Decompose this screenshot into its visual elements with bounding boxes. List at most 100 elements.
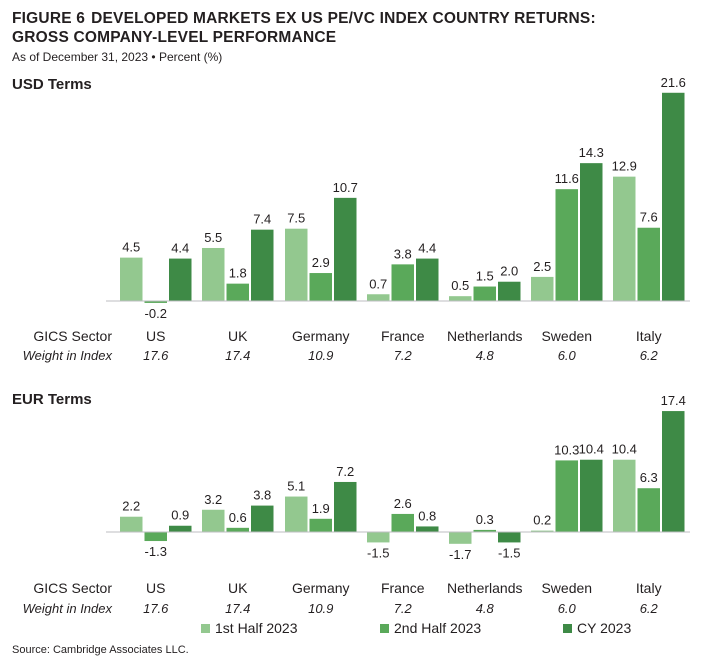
weight-label-eur-germany: 10.9 <box>308 601 333 616</box>
value-label-eur-cy-france: 0.8 <box>418 508 436 523</box>
weight-label-eur-france: 7.2 <box>394 601 413 616</box>
bar-eur-cy-us <box>169 525 192 532</box>
figure-title-line1: DEVELOPED MARKETS EX US PE/VC INDEX COUN… <box>91 10 596 27</box>
value-label-eur-half1-france: -1.5 <box>367 545 389 560</box>
value-label-usd-half1-france: 0.7 <box>369 276 387 291</box>
row-label-gics-usd: GICS Sector <box>33 328 112 344</box>
weight-label-usd-france: 7.2 <box>394 348 413 363</box>
value-label-usd-half2-sweden: 11.6 <box>555 171 579 186</box>
value-label-eur-half1-germany: 5.1 <box>287 479 305 494</box>
value-label-eur-half2-netherlands: 0.3 <box>476 512 494 527</box>
category-label-usd-uk: UK <box>228 328 248 344</box>
value-label-eur-cy-uk: 3.8 <box>253 488 271 503</box>
weight-label-usd-germany: 10.9 <box>308 348 333 363</box>
bar-eur-half1-netherlands <box>449 532 472 544</box>
category-label-eur-italy: Italy <box>636 580 662 596</box>
value-label-eur-half2-us: -1.3 <box>145 544 167 559</box>
category-label-usd-italy: Italy <box>636 328 662 344</box>
value-label-usd-cy-us: 4.4 <box>171 241 189 256</box>
value-label-usd-cy-italy: 21.6 <box>661 75 686 90</box>
bar-usd-half1-uk <box>202 247 225 301</box>
value-label-eur-half1-italy: 10.4 <box>612 442 637 457</box>
bar-usd-cy-italy <box>662 92 685 301</box>
legend-item-cy: CY 2023 <box>563 620 631 636</box>
bar-usd-half1-sweden <box>531 276 554 301</box>
value-label-eur-half2-uk: 0.6 <box>229 510 247 525</box>
value-label-eur-half1-us: 2.2 <box>122 499 140 514</box>
figure-number: FIGURE 6 <box>12 10 86 27</box>
bar-eur-cy-italy <box>662 411 685 532</box>
panel-title-usd: USD Terms <box>12 76 92 93</box>
value-label-usd-half2-uk: 1.8 <box>229 266 247 281</box>
bar-usd-half2-france <box>391 264 414 301</box>
bar-usd-cy-uk <box>251 229 274 301</box>
bar-usd-half2-germany <box>309 273 332 301</box>
value-label-usd-half2-france: 3.8 <box>394 246 412 261</box>
category-label-eur-germany: Germany <box>292 580 350 596</box>
bar-eur-cy-sweden <box>580 459 603 532</box>
weight-label-eur-netherlands: 4.8 <box>476 601 495 616</box>
bar-eur-half2-us <box>144 532 167 542</box>
category-label-usd-sweden: Sweden <box>541 328 592 344</box>
category-label-usd-netherlands: Netherlands <box>447 328 523 344</box>
value-label-eur-cy-germany: 7.2 <box>336 464 354 479</box>
value-label-usd-cy-uk: 7.4 <box>253 212 271 227</box>
bar-eur-half1-france <box>367 532 390 543</box>
weight-label-eur-italy: 6.2 <box>640 601 659 616</box>
figure-title-line2: GROSS COMPANY-LEVEL PERFORMANCE <box>12 29 337 46</box>
bar-usd-half2-italy <box>637 227 660 301</box>
value-label-usd-half2-italy: 7.6 <box>640 210 658 225</box>
weight-label-usd-uk: 17.4 <box>225 348 250 363</box>
value-label-usd-half2-germany: 2.9 <box>312 255 330 270</box>
bar-eur-cy-netherlands <box>498 532 521 543</box>
value-label-eur-half2-france: 2.6 <box>394 496 412 511</box>
value-label-usd-cy-sweden: 14.3 <box>579 145 604 160</box>
category-label-eur-uk: UK <box>228 580 248 596</box>
value-label-usd-half1-netherlands: 0.5 <box>451 278 469 293</box>
row-label-gics-eur: GICS Sector <box>33 580 112 596</box>
legend-label-half2: 2nd Half 2023 <box>394 620 482 636</box>
bar-eur-half1-us <box>120 516 143 532</box>
source-note: Source: Cambridge Associates LLC. <box>12 644 189 656</box>
category-label-usd-france: France <box>381 328 425 344</box>
legend-swatch-half2 <box>380 623 389 633</box>
bar-eur-half1-uk <box>202 509 225 532</box>
value-label-eur-half1-uk: 3.2 <box>204 492 222 507</box>
bar-usd-half1-france <box>367 294 390 301</box>
weight-label-eur-sweden: 6.0 <box>558 601 577 616</box>
bar-usd-cy-germany <box>334 197 357 301</box>
bar-usd-cy-france <box>416 258 439 301</box>
value-label-usd-half2-netherlands: 1.5 <box>476 269 494 284</box>
category-label-eur-netherlands: Netherlands <box>447 580 523 596</box>
bar-eur-half2-france <box>391 513 414 532</box>
weight-label-usd-netherlands: 4.8 <box>476 348 495 363</box>
bar-eur-half2-uk <box>226 527 249 532</box>
bar-usd-cy-netherlands <box>498 281 521 301</box>
bar-usd-half2-uk <box>226 283 249 301</box>
bar-eur-half2-netherlands <box>473 529 496 532</box>
bar-usd-half2-us <box>144 301 167 303</box>
weight-label-eur-us: 17.6 <box>143 601 169 616</box>
bar-usd-half2-sweden <box>555 189 578 301</box>
panel-title-eur: EUR Terms <box>12 391 92 408</box>
bar-eur-half2-italy <box>637 488 660 532</box>
bar-usd-half1-germany <box>285 228 308 301</box>
value-label-eur-cy-sweden: 10.4 <box>579 442 604 457</box>
bar-eur-half2-sweden <box>555 460 578 532</box>
row-label-weight-eur: Weight in Index <box>23 601 113 616</box>
bar-usd-half2-netherlands <box>473 286 496 301</box>
bar-usd-half1-us <box>120 257 143 301</box>
value-label-eur-half1-netherlands: -1.7 <box>449 547 471 562</box>
category-label-usd-us: US <box>146 328 165 344</box>
category-label-usd-germany: Germany <box>292 328 350 344</box>
figure-subtitle: As of December 31, 2023 • Percent (%) <box>12 50 223 64</box>
bar-eur-half1-sweden <box>531 530 554 532</box>
legend-label-cy: CY 2023 <box>577 620 632 636</box>
row-label-weight-usd: Weight in Index <box>23 348 113 363</box>
legend-item-half2: 2nd Half 2023 <box>380 620 481 636</box>
figure-title: FIGURE 6 DEVELOPED MARKETS EX US PE/VC IN… <box>12 9 712 47</box>
bar-eur-cy-uk <box>251 505 274 532</box>
legend-item-half1: 1st Half 2023 <box>201 620 298 636</box>
value-label-eur-half1-sweden: 0.2 <box>533 513 551 528</box>
